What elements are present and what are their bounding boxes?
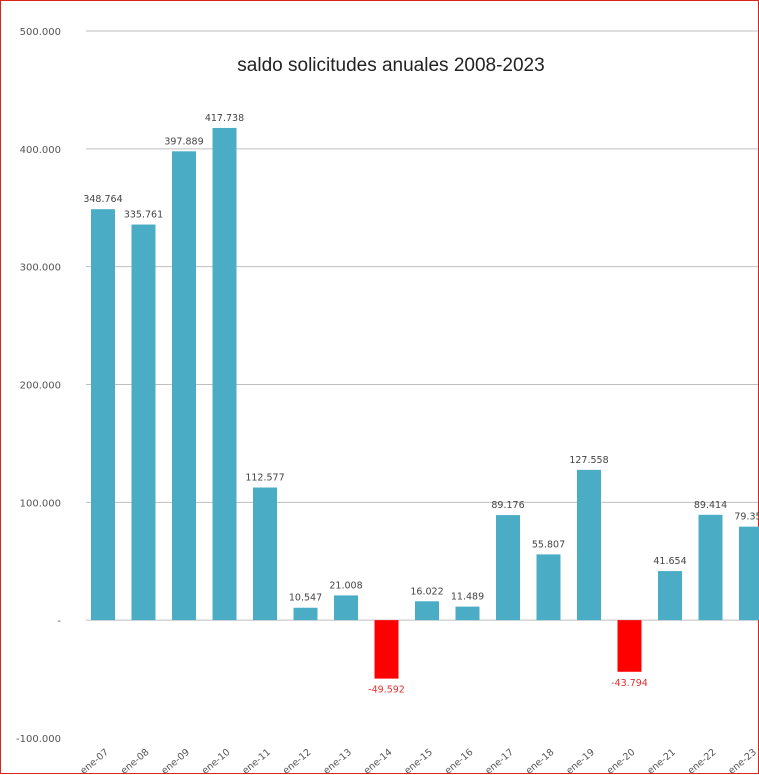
bar [172, 151, 196, 621]
data-label: 417.738 [205, 113, 244, 124]
x-tick-label: ene-14 [362, 747, 395, 775]
x-tick-label: ene-07 [78, 747, 111, 775]
x-tick-label: ene-09 [159, 747, 192, 775]
bar [496, 515, 520, 621]
data-label: -49.592 [368, 685, 405, 696]
x-tick-label: ene-21 [645, 747, 678, 775]
bar [455, 606, 480, 621]
data-label: 10.547 [289, 593, 322, 604]
bar [698, 514, 723, 621]
y-tick-label: 500.000 [20, 27, 61, 38]
x-tick-label: ene-12 [281, 747, 314, 775]
x-tick-label: ene-18 [524, 747, 557, 775]
data-label: 16.022 [410, 586, 443, 597]
data-label: 397.889 [164, 136, 203, 147]
x-tick-label: ene-20 [605, 747, 638, 775]
x-tick-label: ene-23 [726, 747, 759, 775]
bar [415, 601, 439, 621]
y-tick-label: 100.000 [20, 498, 61, 509]
data-label: 89.414 [694, 500, 727, 511]
y-tick-label: 400.000 [20, 145, 61, 156]
x-tick-label: ene-22 [686, 747, 719, 775]
bar [131, 224, 156, 621]
data-label: 127.558 [569, 455, 608, 466]
x-tick-label: ene-17 [483, 747, 516, 775]
x-tick-label: ene-16 [443, 747, 476, 775]
y-tick-label: 300.000 [20, 263, 61, 274]
bar [739, 526, 759, 621]
data-label: 89.176 [491, 500, 524, 511]
bar [536, 554, 561, 621]
x-tick-label: ene-15 [402, 747, 435, 775]
data-label: 55.807 [532, 539, 565, 550]
data-label: 348.764 [83, 194, 122, 205]
bar [253, 487, 277, 621]
y-axis-ticks: 500.000 400.000 300.000 200.000 100.000 - -100… [16, 27, 61, 745]
y-tick-label: 200.000 [20, 381, 61, 392]
data-label: -43.794 [611, 678, 648, 689]
bar [577, 469, 601, 621]
data-label: 79.354 [734, 512, 759, 523]
x-tick-label: ene-11 [240, 747, 273, 775]
data-label: 335.761 [124, 210, 163, 221]
y-tick-label: -100.000 [16, 734, 61, 745]
bar [617, 620, 642, 672]
bar [374, 620, 399, 679]
bar [658, 571, 682, 621]
chart-title: saldo solicitudes anuales 2008-2023 [237, 55, 544, 76]
bar [91, 209, 115, 621]
data-label: 11.489 [451, 592, 484, 603]
x-tick-label: ene-19 [564, 747, 597, 775]
x-tick-label: ene-08 [119, 747, 152, 775]
data-label: 41.654 [653, 556, 686, 567]
x-axis-ticks: ene-07 ene-08 ene-09 ene-10 ene-11 ene-12 ene-… [78, 747, 759, 775]
bars [91, 127, 759, 679]
x-tick-label: ene-10 [200, 747, 233, 775]
bar [334, 595, 358, 621]
x-tick-label: ene-13 [321, 747, 354, 775]
bar [293, 607, 318, 621]
bar [212, 127, 237, 621]
data-label: 21.008 [329, 580, 362, 591]
y-tick-label: - [57, 616, 61, 627]
data-label: 112.577 [245, 473, 284, 484]
